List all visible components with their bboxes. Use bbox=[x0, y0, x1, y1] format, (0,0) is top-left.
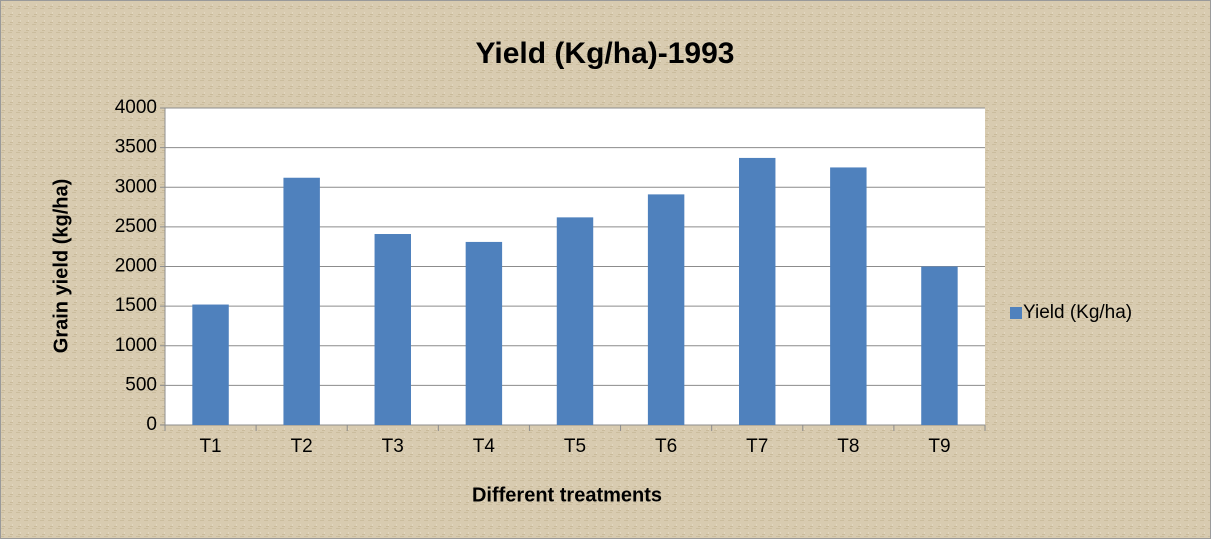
bar bbox=[739, 157, 776, 426]
x-tick-label: T2 bbox=[291, 436, 313, 457]
y-tick-label: 3000 bbox=[115, 176, 157, 197]
x-tick-label: T9 bbox=[928, 436, 950, 457]
y-tick-label: 3500 bbox=[115, 137, 157, 158]
x-tick-label: T5 bbox=[564, 436, 586, 457]
bar bbox=[556, 217, 594, 425]
bar bbox=[465, 241, 503, 425]
x-tick-label: T8 bbox=[837, 436, 859, 457]
legend-label: Yield (Kg/ha) bbox=[1023, 302, 1132, 323]
y-tick-label: 1000 bbox=[115, 335, 157, 356]
legend-marker bbox=[1010, 307, 1022, 319]
bar bbox=[830, 167, 867, 425]
x-axis-label: Different treatments bbox=[472, 484, 662, 506]
x-tick-label: T4 bbox=[473, 436, 496, 457]
x-tick-label: T1 bbox=[199, 436, 221, 457]
bar bbox=[192, 304, 229, 425]
x-tick-label: T3 bbox=[382, 436, 404, 457]
y-tick-label: 2500 bbox=[115, 216, 157, 237]
y-axis-label: Grain yield (kg/ha) bbox=[50, 179, 72, 353]
chart-title: Yield (Kg/ha)-1993 bbox=[476, 37, 735, 70]
y-tick-label: 0 bbox=[146, 414, 157, 435]
bar bbox=[647, 194, 685, 425]
y-tick-label: 500 bbox=[125, 374, 157, 395]
bar bbox=[283, 177, 320, 425]
bar bbox=[921, 266, 958, 425]
y-tick-label: 1500 bbox=[115, 295, 157, 316]
x-tick-label: T6 bbox=[655, 436, 677, 457]
bar bbox=[374, 234, 411, 425]
y-tick-label: 2000 bbox=[115, 256, 157, 277]
x-tick-label: T7 bbox=[746, 436, 768, 457]
y-tick-label: 4000 bbox=[115, 97, 157, 118]
